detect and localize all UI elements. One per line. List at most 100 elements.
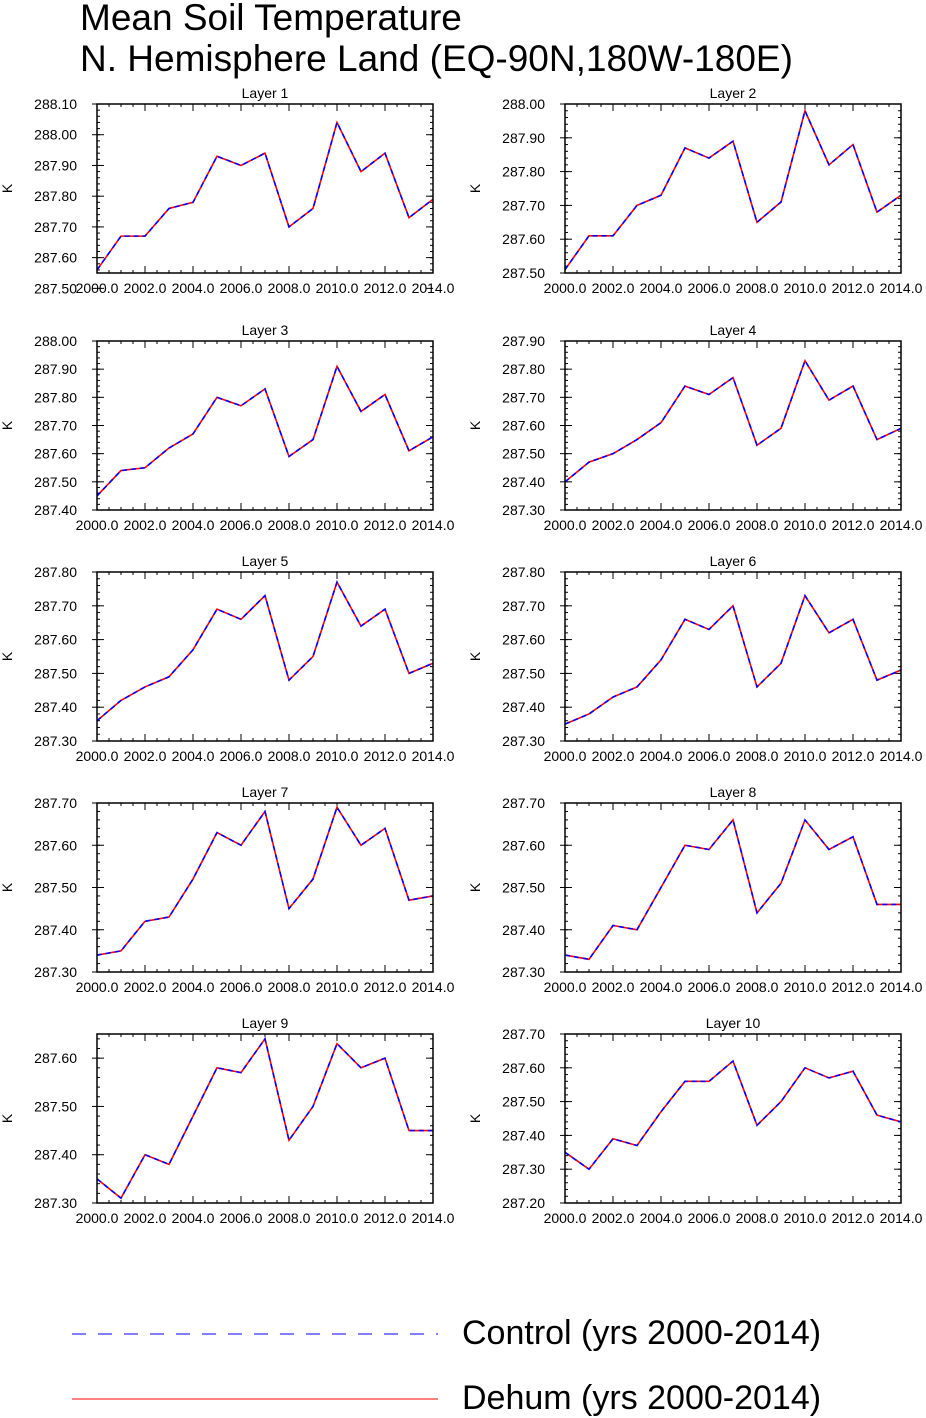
x-tick-label: 2014.0 <box>880 1210 923 1226</box>
control-series-line <box>96 805 434 956</box>
y-tick-label: 287.60 <box>34 632 77 648</box>
plot-frame <box>96 340 434 511</box>
x-tick-label: 2000.0 <box>76 748 119 764</box>
y-tick-label: 287.30 <box>502 964 545 980</box>
y-tick-label: 288.00 <box>34 333 77 349</box>
y-tick-label: 288.00 <box>502 96 545 112</box>
y-tick-label: 287.90 <box>502 333 545 349</box>
control-series-line <box>96 1036 433 1200</box>
x-tick-label: 2006.0 <box>688 979 731 995</box>
y-tick-label: 287.70 <box>34 219 77 235</box>
x-tick-label: 2002.0 <box>592 280 635 296</box>
y-tick-label: 287.60 <box>34 250 77 266</box>
plot-frame <box>96 571 434 742</box>
y-tick-label: 287.30 <box>34 1195 77 1211</box>
y-tick-label: 287.80 <box>34 389 77 405</box>
panel-title: Layer 3 <box>242 322 289 338</box>
x-tick-label: 2008.0 <box>736 1210 779 1226</box>
x-tick-label: 2014.0 <box>880 280 923 296</box>
x-tick-label: 2004.0 <box>172 280 215 296</box>
plot-frame <box>564 571 902 742</box>
control-series-line <box>564 818 901 961</box>
x-tick-label: 2010.0 <box>316 979 359 995</box>
x-tick-label: 2008.0 <box>268 517 311 533</box>
y-tick-label: 287.70 <box>502 795 545 811</box>
control-series-line <box>96 120 434 271</box>
y-tick-label: 287.60 <box>502 632 545 648</box>
x-tick-label: 2002.0 <box>124 1210 167 1226</box>
x-tick-label: 2008.0 <box>268 748 311 764</box>
x-tick-label: 2014.0 <box>880 748 923 764</box>
x-tick-label: 2010.0 <box>316 748 359 764</box>
y-axis-label: K <box>467 882 483 892</box>
plot-frame <box>564 1033 902 1204</box>
y-tick-label: 287.50 <box>34 474 77 490</box>
x-tick-label: 2000.0 <box>76 1210 119 1226</box>
y-tick-label: 287.50 <box>502 1094 545 1110</box>
control-series-line <box>564 593 902 725</box>
x-tick-label: 2004.0 <box>640 1210 683 1226</box>
control-series-line <box>96 364 434 497</box>
y-tick-label: 288.10 <box>34 96 77 112</box>
dehum-series-line <box>564 108 902 271</box>
control-series-line <box>564 108 902 271</box>
dehum-series-line <box>96 120 434 271</box>
x-tick-label: 2008.0 <box>736 517 779 533</box>
y-tick-label: 287.60 <box>34 837 77 853</box>
y-tick-label: 287.30 <box>502 502 545 518</box>
x-tick-label: 2004.0 <box>640 979 683 995</box>
x-tick-label: 2008.0 <box>268 979 311 995</box>
panel-4: Layer 4 K 2000.0 2002.0 2004.0 2006.0 2008.0 20… <box>467 322 923 533</box>
x-tick-label: 2010.0 <box>316 280 359 296</box>
x-tick-label: 2014.0 <box>880 979 923 995</box>
panel-title: Layer 4 <box>710 322 757 338</box>
y-tick-label: 287.30 <box>502 1161 545 1177</box>
y-tick-label: 287.60 <box>502 231 545 247</box>
dehum-series-line <box>564 818 901 961</box>
x-tick-label: 2006.0 <box>220 979 263 995</box>
y-tick-label: 287.60 <box>34 446 77 462</box>
x-tick-label: 2012.0 <box>832 517 875 533</box>
control-series-line <box>564 358 902 483</box>
x-tick-label: 2012.0 <box>832 1210 875 1226</box>
dehum-series-line <box>564 593 902 725</box>
y-tick-label: 288.00 <box>34 127 77 143</box>
panel-title: Layer 5 <box>242 553 289 569</box>
x-tick-label: 2002.0 <box>124 979 167 995</box>
y-tick-label: 287.40 <box>502 1127 545 1143</box>
y-axis-label: K <box>467 1113 483 1123</box>
legend-dehum-label: Dehum (yrs 2000-2014) <box>462 1379 822 1417</box>
panel-3: Layer 3 K 2000.0 2002.0 2004.0 2006.0 2008.0 20… <box>0 322 455 533</box>
panel-9: Layer 9 K 2000.0 2002.0 2004.0 2006.0 2008.0 20… <box>0 1015 455 1226</box>
control-series-line <box>564 1059 902 1171</box>
panel-2: Layer 2 K 2000.0 2002.0 2004.0 2006.0 2008.0 20… <box>467 85 923 296</box>
x-tick-label: 2002.0 <box>124 280 167 296</box>
y-tick-label: 287.30 <box>34 733 77 749</box>
y-tick-label: 287.70 <box>502 598 545 614</box>
x-tick-label: 2006.0 <box>688 748 731 764</box>
y-tick-label: 287.40 <box>502 474 545 490</box>
y-tick-label: 287.60 <box>502 418 545 434</box>
x-tick-label: 2008.0 <box>736 979 779 995</box>
x-tick-label: 2004.0 <box>640 748 683 764</box>
control-series-line <box>96 580 434 722</box>
y-tick-label: 287.60 <box>502 1060 545 1076</box>
y-tick-label: 287.50 <box>502 265 545 281</box>
plot-frame <box>96 103 434 274</box>
x-tick-label: 2010.0 <box>784 1210 827 1226</box>
y-tick-label: 287.70 <box>502 1026 545 1042</box>
x-tick-label: 2006.0 <box>688 517 731 533</box>
legend-control-label: Control (yrs 2000-2014) <box>462 1314 822 1352</box>
y-tick-label: 287.90 <box>34 157 77 173</box>
x-tick-label: 2014.0 <box>412 979 455 995</box>
plot-frame <box>564 103 902 274</box>
dehum-series-line <box>96 364 434 497</box>
y-tick-label: 287.50 <box>502 880 545 896</box>
plot-frame <box>96 1033 434 1204</box>
x-tick-label: 2008.0 <box>736 280 779 296</box>
y-tick-label: 287.50 <box>34 1098 77 1114</box>
x-tick-label: 2010.0 <box>784 979 827 995</box>
panel-5: Layer 5 K 2000.0 2002.0 2004.0 2006.0 2008.0 20… <box>0 553 455 764</box>
x-tick-label: 2002.0 <box>124 748 167 764</box>
